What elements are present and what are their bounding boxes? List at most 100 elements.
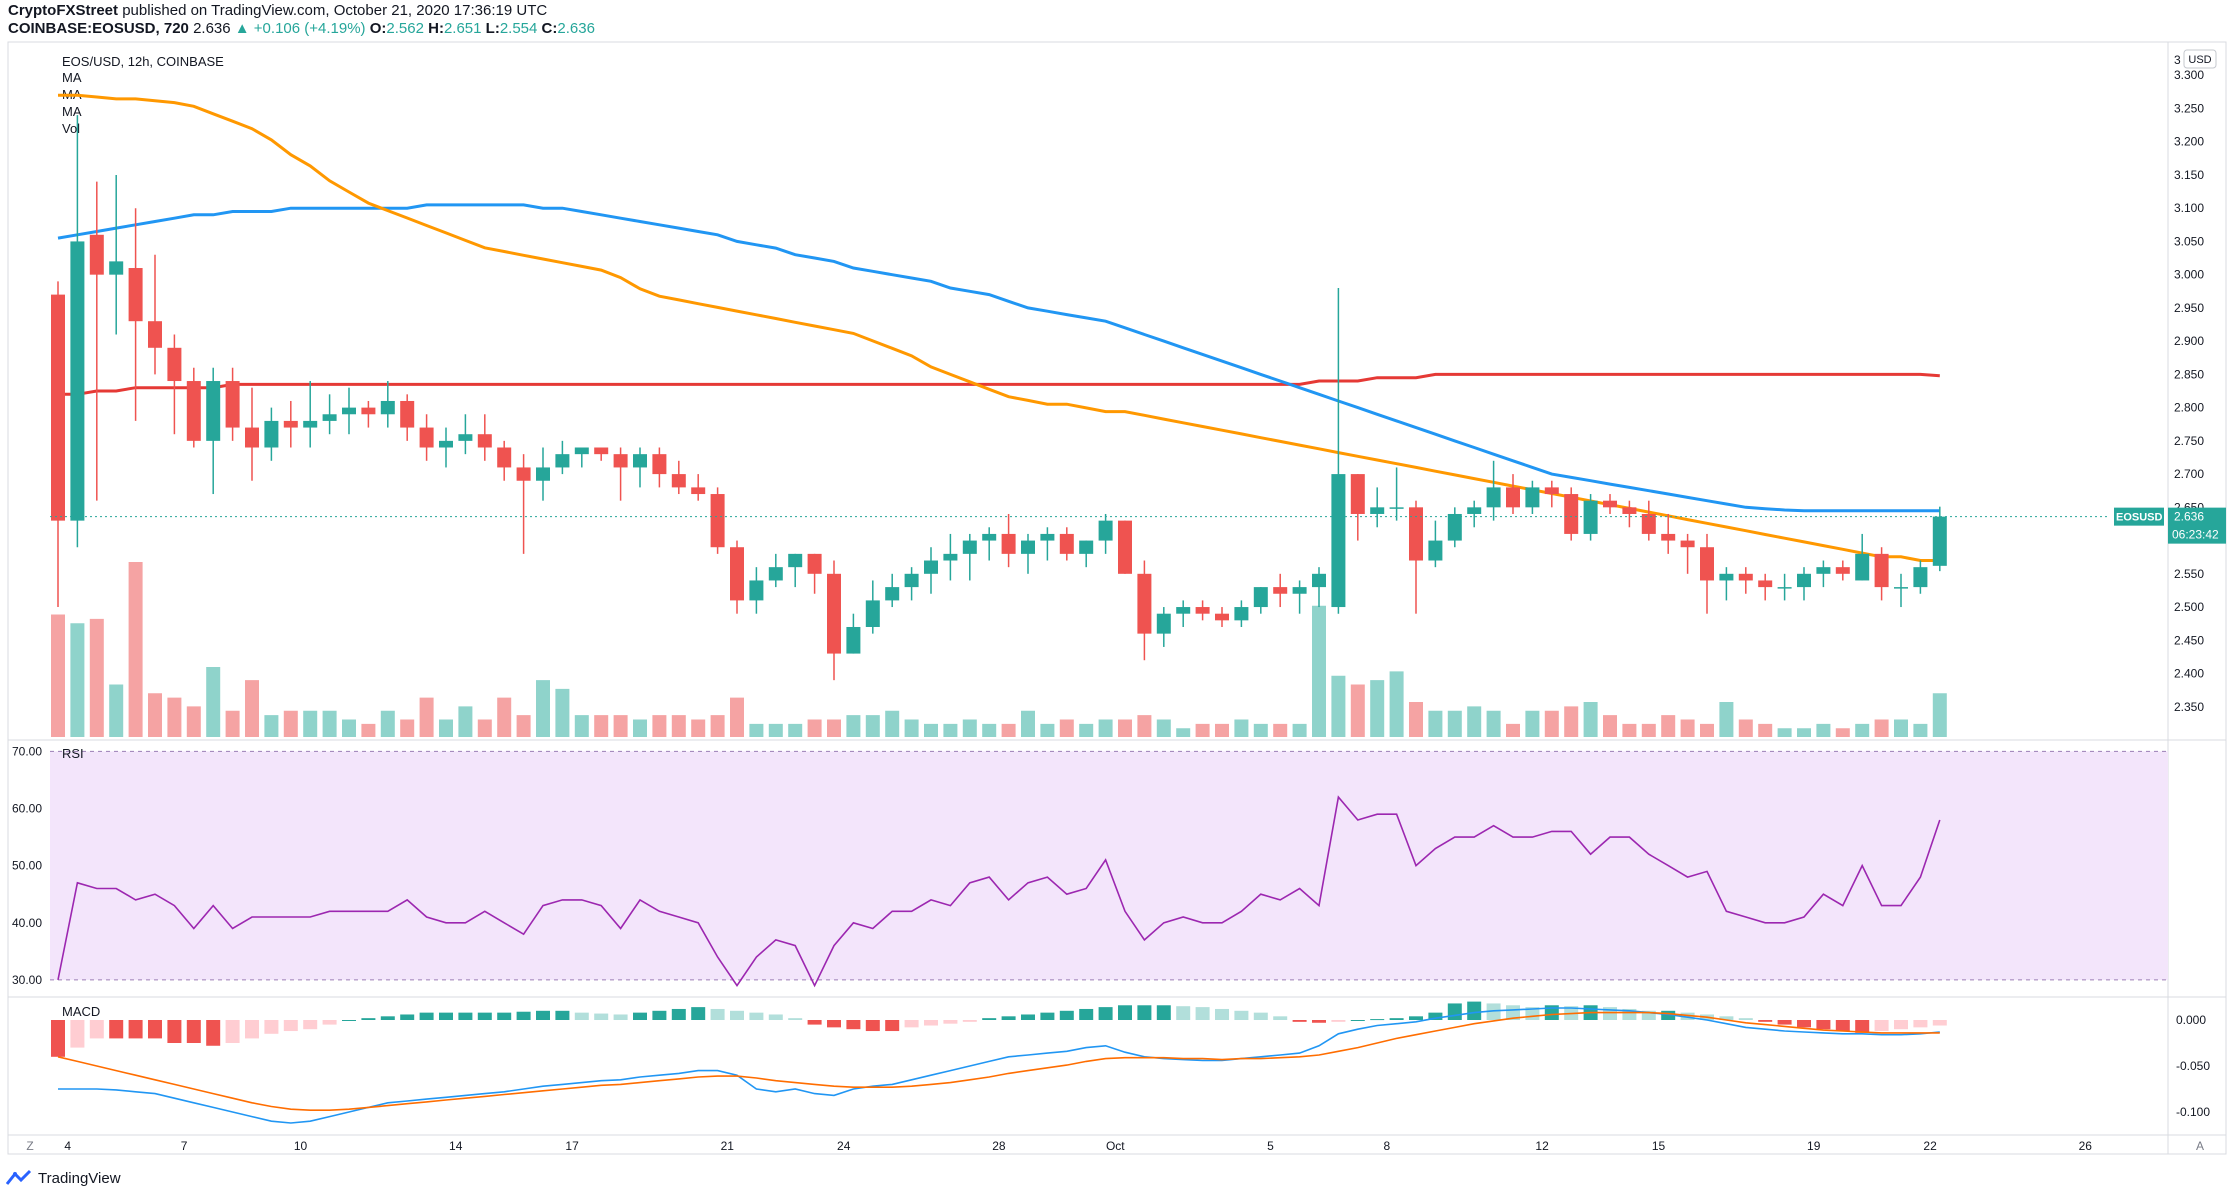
candle-body: [1215, 613, 1229, 621]
volume-bar: [148, 693, 162, 737]
candle-body: [1118, 520, 1132, 574]
volume-bar: [749, 723, 764, 737]
price-axis-tick: 2.350: [2174, 700, 2204, 714]
time-axis-tick: 22: [1923, 1139, 1937, 1153]
currency-label: USD: [2188, 54, 2211, 66]
candle-body: [303, 420, 318, 428]
volume-bar: [497, 697, 512, 737]
macd-histogram-bar: [380, 1016, 395, 1020]
macd-histogram-bar: [594, 1013, 609, 1020]
time-axis-tick: 17: [565, 1139, 579, 1153]
candle-body: [613, 454, 628, 468]
volume-bar: [342, 719, 356, 737]
candle-body: [1894, 587, 1908, 589]
scale-button-left[interactable]: Z: [26, 1139, 33, 1153]
macd-histogram-bar: [186, 1020, 201, 1043]
candle-body: [1835, 567, 1850, 574]
candle-body: [1622, 507, 1637, 514]
legend-title: EOS/USD, 12h, COINBASE: [62, 54, 224, 69]
currency-button[interactable]: [2183, 49, 2217, 69]
volume-bar: [1467, 706, 1482, 737]
volume-bar: [768, 723, 783, 737]
volume-bar: [1215, 723, 1229, 737]
volume-bar: [1195, 723, 1210, 737]
volume-bar: [1661, 715, 1676, 737]
volume-bar: [1156, 719, 1171, 737]
volume-bar: [1874, 719, 1889, 737]
price-axis-tick: 3.050: [2174, 234, 2204, 248]
volume-bar: [477, 719, 492, 737]
macd-histogram-bar: [1021, 1014, 1035, 1020]
macd-histogram-bar: [1195, 1007, 1210, 1020]
volume-bar: [1777, 728, 1792, 737]
macd-histogram-bar: [1913, 1020, 1928, 1028]
macd-histogram-bar: [1680, 1012, 1695, 1020]
candle-body: [1603, 500, 1617, 508]
macd-line: [58, 1007, 1940, 1124]
volume-bar: [1370, 680, 1385, 737]
candles-layer: [51, 115, 1947, 681]
volume-bar: [1525, 710, 1540, 737]
candle-body: [1641, 513, 1656, 534]
volume-bar: [1253, 723, 1268, 737]
volume-bar: [865, 715, 880, 737]
price-axis-tick: 2.950: [2174, 301, 2204, 315]
volume-bar: [788, 723, 803, 737]
volume-bar: [1350, 684, 1365, 737]
price-axis-tick: 2.850: [2174, 367, 2204, 381]
candle-body: [1059, 533, 1074, 554]
macd-histogram-bar: [1777, 1020, 1792, 1025]
volume-bar: [943, 723, 958, 737]
publisher-name[interactable]: CryptoFXStreet: [8, 2, 119, 19]
volume-bar: [264, 715, 279, 737]
macd-histogram-bar: [1874, 1020, 1889, 1032]
price-axis-tick: 2.800: [2174, 401, 2204, 415]
volume-bar: [962, 719, 977, 737]
legend-vol: Vol: [62, 121, 80, 136]
macd-histogram-bar: [1350, 1020, 1365, 1021]
macd-histogram-bar: [497, 1012, 512, 1020]
volume-bar: [1932, 693, 1947, 737]
macd-histogram-bar: [1176, 1006, 1191, 1020]
chart-svg[interactable]: EOS/USD, 12h, COINBASE MA MA MA Vol USD …: [0, 0, 2238, 1165]
ma-red-line: [58, 372, 1940, 396]
candle-body: [1777, 587, 1792, 589]
macd-histogram-bar: [89, 1020, 104, 1039]
candle-body: [1874, 553, 1889, 588]
macd-histogram-bar: [536, 1010, 550, 1020]
candle-body: [1506, 487, 1520, 508]
macd-histogram-bar: [1894, 1020, 1908, 1030]
tradingview-logo-icon: [6, 1169, 32, 1185]
macd-histogram-bar: [982, 1018, 997, 1020]
candle-body: [749, 580, 764, 601]
volume-bar: [1176, 728, 1191, 737]
candle-body: [342, 407, 356, 415]
candle-body: [768, 567, 783, 581]
legend-ma-3: MA: [62, 104, 82, 119]
time-axis-tick: 14: [449, 1139, 463, 1153]
candle-body: [361, 407, 376, 415]
footer-brand[interactable]: TradingView: [38, 1169, 121, 1187]
time-axis-tick: 15: [1652, 1139, 1666, 1153]
price-axis-tick: 2.550: [2174, 567, 2204, 581]
macd-histogram-bar: [1797, 1020, 1811, 1028]
candle-body: [982, 533, 997, 541]
candle-body: [730, 547, 744, 601]
volume-bar: [1040, 723, 1055, 737]
open-value: 2.562: [386, 20, 424, 37]
price-tag: EOSUSD 2.636 06:23:42: [2114, 507, 2226, 544]
rsi-layer: [57, 795, 1941, 988]
volume-bar: [1603, 715, 1617, 737]
candle-body: [1409, 507, 1423, 561]
symbol-info: COINBASE:EOSUSD, 720 2.636 ▲ +0.106 (+4.…: [8, 20, 595, 38]
price-axis-tick: 2.450: [2174, 633, 2204, 647]
candle-body: [1913, 567, 1928, 588]
scale-button-right[interactable]: A: [2196, 1139, 2204, 1153]
volume-bar: [1428, 710, 1443, 737]
rsi-axis-tick: 60.00: [12, 802, 42, 816]
macd-histogram-bar: [768, 1014, 783, 1020]
candle-body: [536, 467, 550, 481]
macd-layer: [51, 1001, 1947, 1124]
volume-bar: [186, 706, 201, 737]
volume-bar: [1913, 723, 1928, 737]
